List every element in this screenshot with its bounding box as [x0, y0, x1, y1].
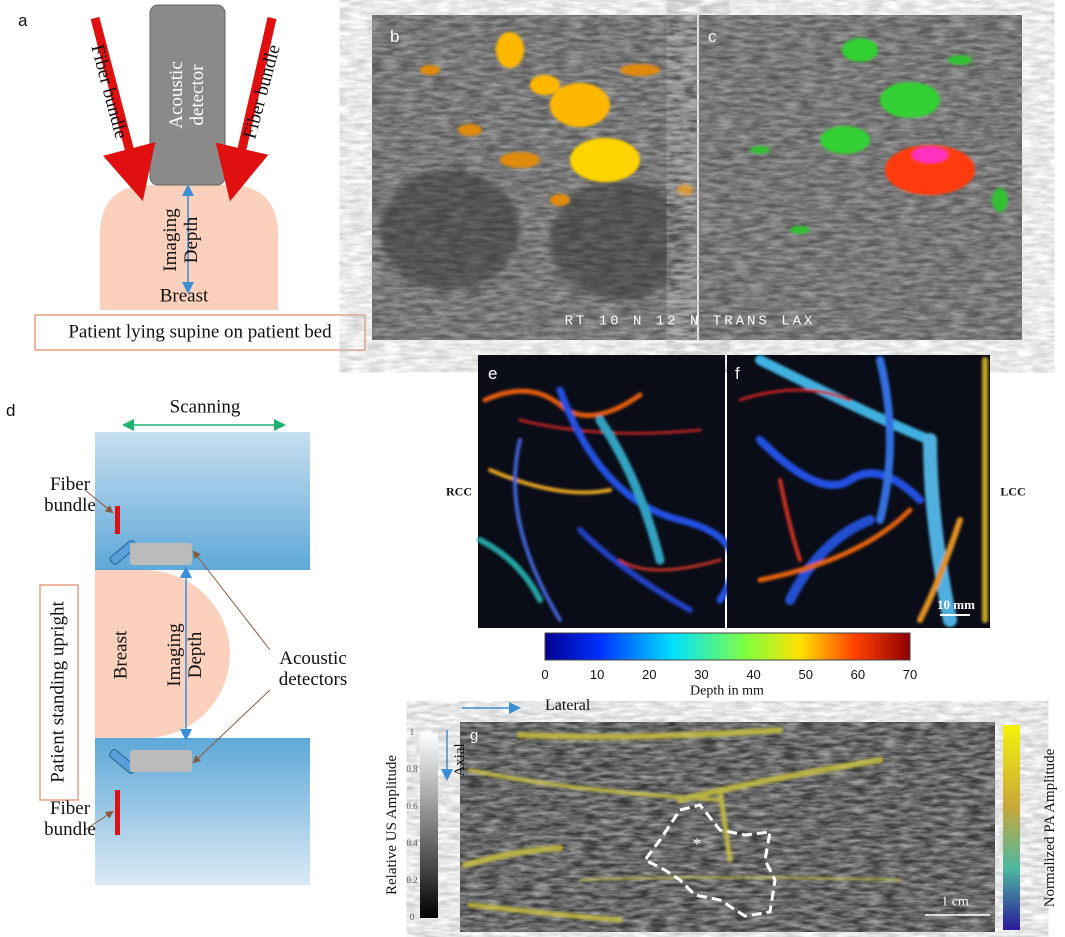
us-tick-label: 0.8	[406, 764, 418, 775]
view-label: LCC	[1000, 484, 1026, 499]
colorbar-tick-label: 70	[902, 666, 918, 682]
view-label: RCC	[446, 484, 472, 499]
panel-label: b	[390, 27, 400, 46]
fiber-label: Fiber bundle	[44, 474, 96, 516]
us-tick-label: 1	[409, 727, 415, 738]
colorbar-tick-label: 10	[589, 666, 605, 682]
colorbar-tick-label: 40	[746, 666, 761, 682]
panel-label: c	[708, 27, 717, 46]
colorbar-tick-label: 20	[642, 666, 657, 682]
depth-label: Imaging Depth	[164, 623, 206, 687]
patient-label: Patient standing upright	[47, 601, 69, 783]
us-axis-label: Relative US Amplitude	[383, 755, 400, 895]
scanning-label: Scanning	[169, 396, 241, 418]
fiber-label: Fiber bundle	[44, 798, 96, 840]
axial-label: Axial	[451, 743, 468, 777]
scale-label: 1 cm	[941, 894, 969, 910]
panel-label: f	[735, 364, 740, 383]
depth-label: Imaging Depth	[160, 208, 202, 272]
pa-axis-label: Normalized PA Amplitude	[1041, 748, 1058, 908]
panel-a-diagram	[34, 4, 366, 351]
panel-f-image	[727, 355, 990, 628]
ultrasound-overlay: RT 10 N 12 N TRANS LAX	[564, 313, 816, 330]
panel-label: d	[6, 401, 16, 420]
colorbar-tick-label: 50	[798, 666, 813, 682]
panel-e-image	[477, 355, 737, 628]
colorbar-tick-label: 30	[694, 666, 709, 682]
caption: Patient lying supine on patient bed	[68, 321, 332, 343]
depth-colorbar	[544, 632, 911, 661]
lesion-marker: *	[692, 834, 702, 855]
panel-b-image	[372, 15, 697, 340]
panel-c-image	[699, 15, 1022, 340]
detectors-label: Acoustic detectors	[278, 648, 348, 690]
us-tick-label: 0	[409, 912, 415, 923]
panel-label: e	[488, 364, 498, 383]
panel-g-image	[420, 702, 1020, 932]
breast-label: Breast	[159, 285, 209, 307]
panel-d-diagram	[39, 419, 310, 885]
us-tick-label: 0.2	[406, 875, 418, 886]
panel-label: a	[18, 11, 28, 30]
us-tick-label: 0.6	[406, 801, 418, 812]
scale-label: 10 mm	[937, 596, 975, 612]
detector-label: Acoustic detector	[166, 61, 208, 129]
panel-label: g	[470, 727, 479, 744]
colorbar-tick-label: 60	[850, 666, 866, 682]
lateral-label: Lateral	[545, 697, 591, 714]
colorbar-tick-label: 0	[541, 666, 549, 682]
breast-label: Breast	[110, 630, 132, 680]
colorbar-title: Depth in mm	[690, 683, 764, 699]
us-tick-label: 0.4	[406, 838, 418, 849]
